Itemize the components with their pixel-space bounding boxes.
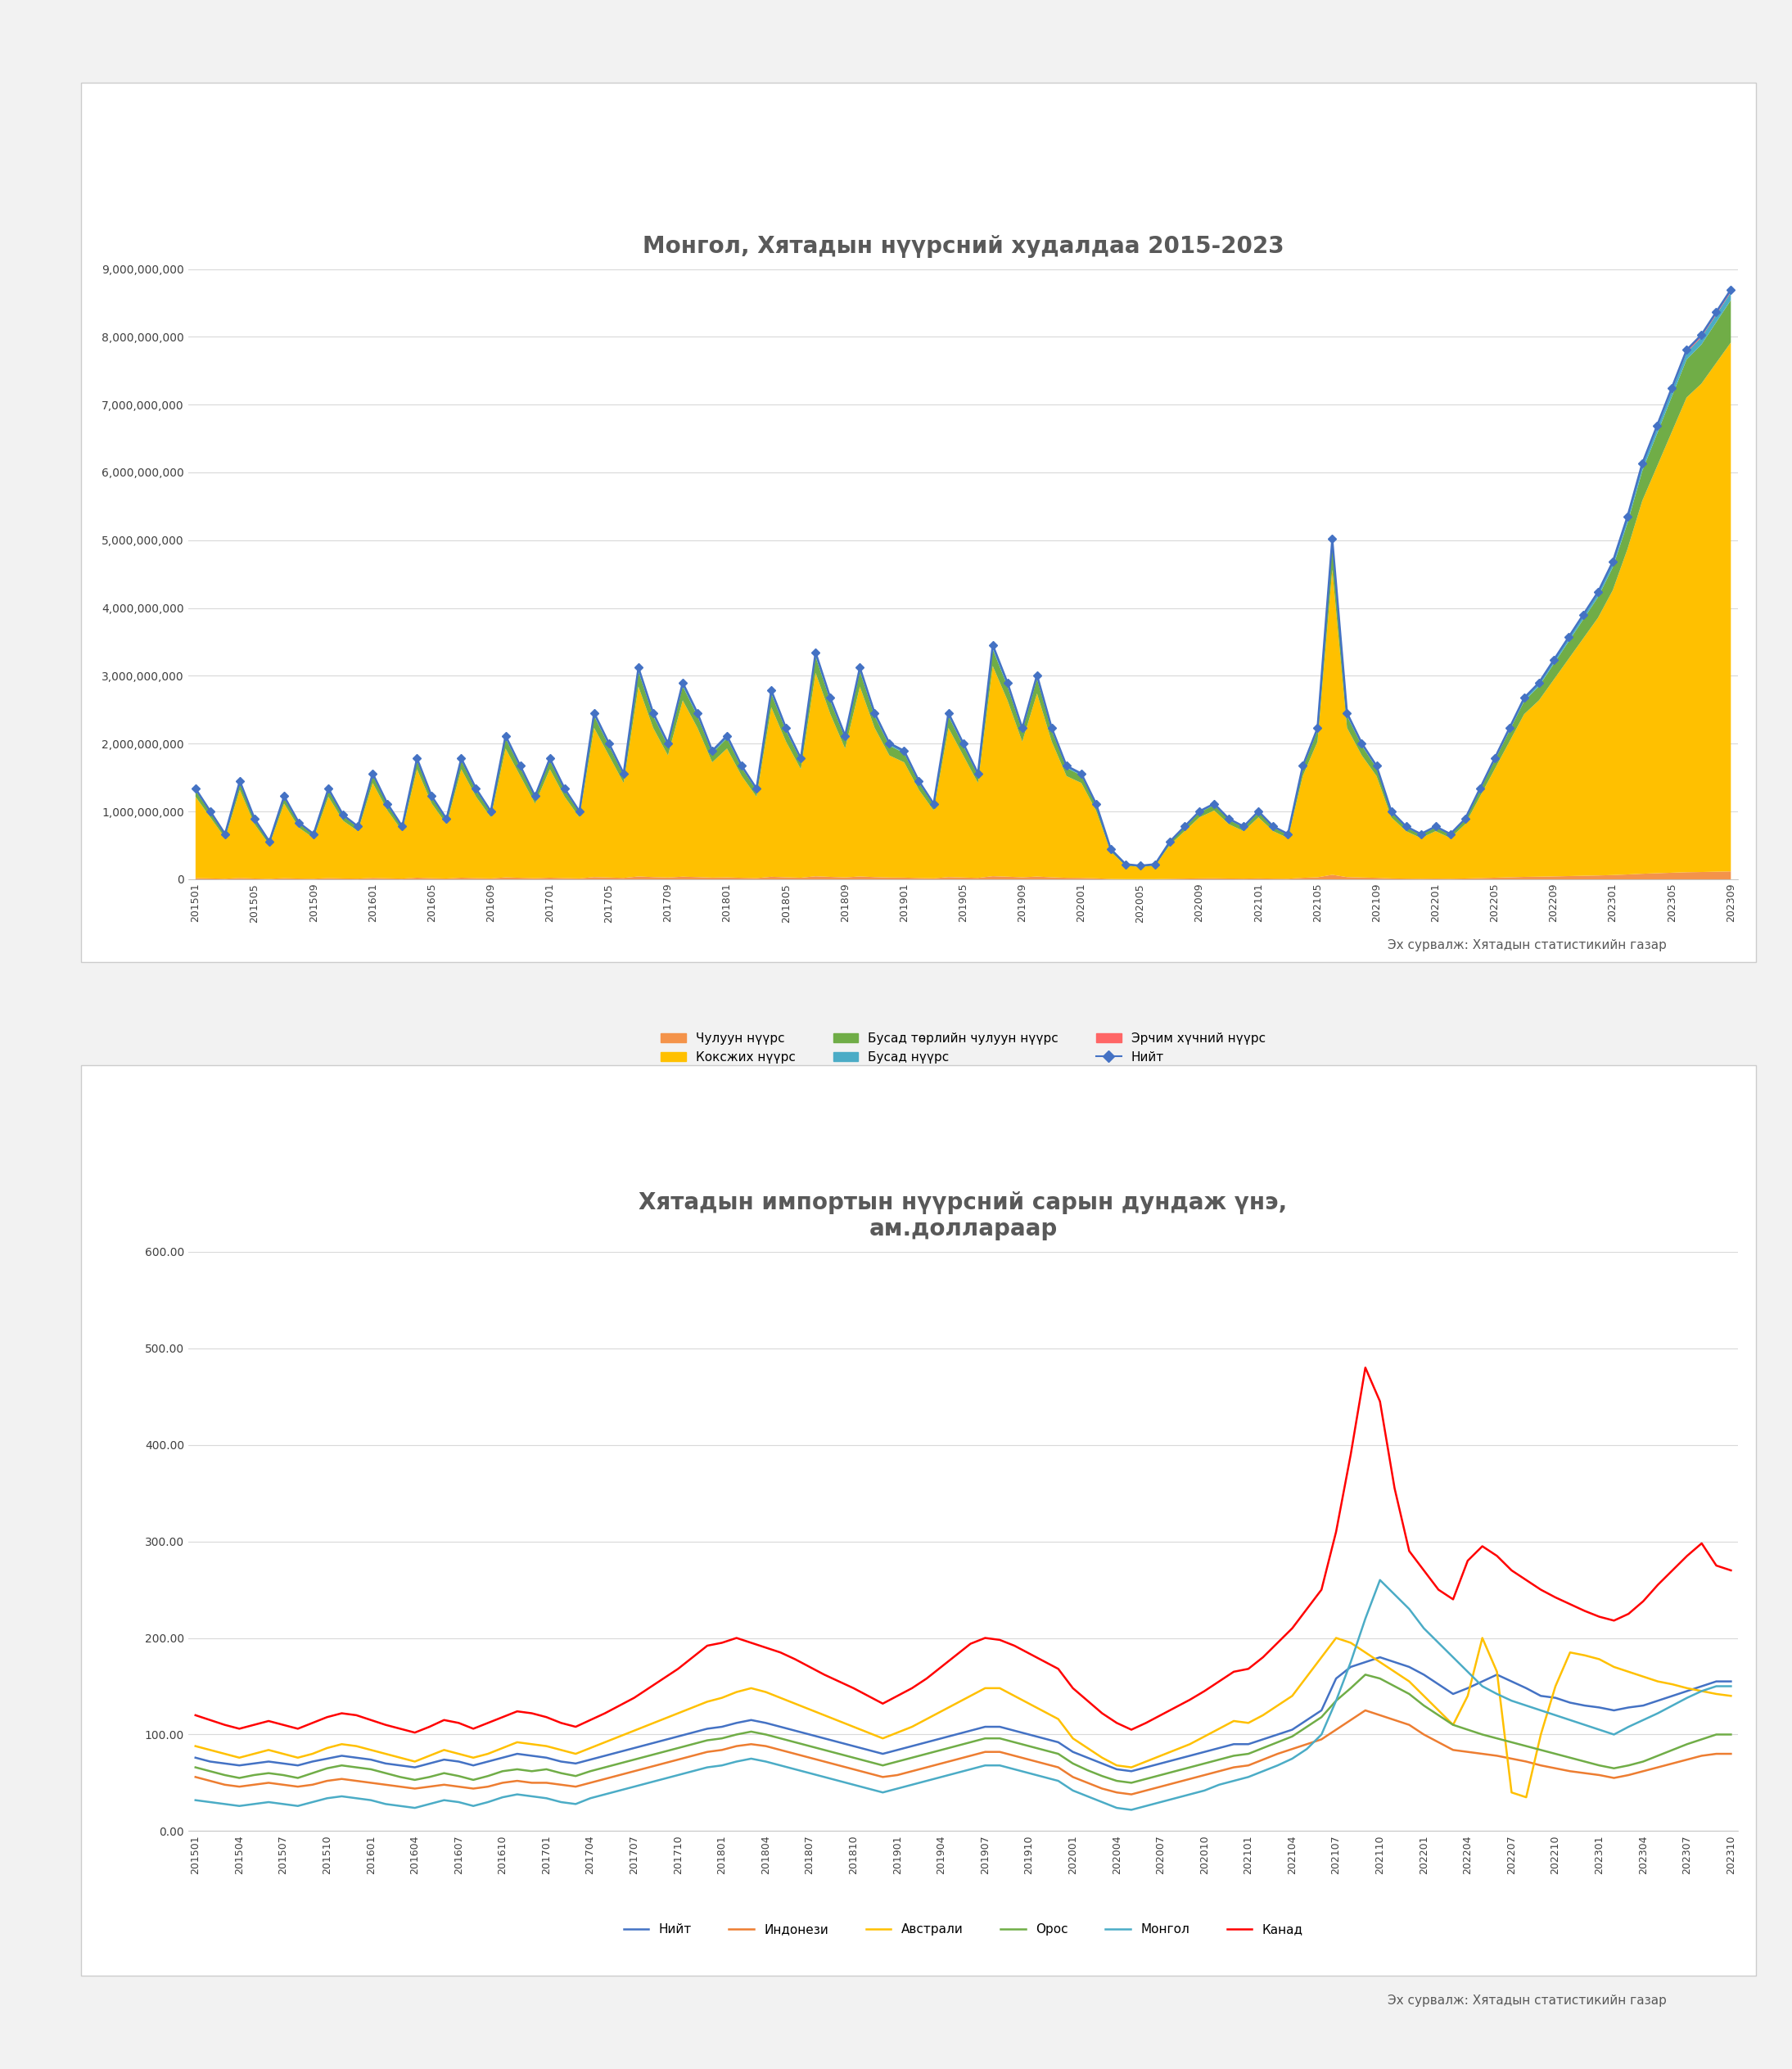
Австрали	[1238, 1711, 1260, 1736]
Монгол	[1120, 1798, 1142, 1823]
Монгол	[1720, 1674, 1742, 1699]
Line: Нийт: Нийт	[195, 1657, 1731, 1771]
Индонези	[1720, 1742, 1742, 1767]
Line: Индонези: Индонези	[195, 1711, 1731, 1794]
Нийт	[229, 1752, 251, 1777]
Legend: Нийт, Индонези, Австрали, Орос, Монгол, Канад: Нийт, Индонези, Австрали, Орос, Монгол, …	[618, 1918, 1308, 1941]
Орос	[1355, 1661, 1376, 1686]
Нийт	[1120, 1759, 1142, 1783]
Орос	[1091, 1763, 1113, 1788]
Монгол	[1253, 1759, 1274, 1783]
Канад	[1106, 1711, 1127, 1736]
Title: Монгол, Хятадын нүүрсний худалдаа 2015-2023: Монгол, Хятадын нүүрсний худалдаа 2015-2…	[643, 236, 1283, 259]
Индонези	[1077, 1771, 1098, 1796]
Австрали	[1091, 1746, 1113, 1771]
Монгол	[1369, 1568, 1391, 1593]
Орос	[1253, 1736, 1274, 1761]
Нийт	[1077, 1746, 1098, 1771]
Канад	[1253, 1645, 1274, 1670]
Нийт	[185, 1746, 206, 1771]
Канад	[1355, 1355, 1376, 1380]
Канад	[1091, 1701, 1113, 1726]
Монгол	[1077, 1783, 1098, 1808]
Индонези	[1091, 1775, 1113, 1800]
Text: Эх сурвалж: Хятадын статистикийн газар: Эх сурвалж: Хятадын статистикийн газар	[1387, 1995, 1667, 2007]
Австрали	[1545, 1674, 1566, 1699]
Индонези	[1120, 1781, 1142, 1806]
Канад	[1193, 1678, 1215, 1703]
Индонези	[1193, 1763, 1215, 1788]
Line: Австрали: Австрали	[195, 1639, 1731, 1798]
Орос	[1077, 1759, 1098, 1783]
Монгол	[229, 1794, 251, 1819]
Line: Монгол: Монгол	[195, 1581, 1731, 1810]
Орос	[1193, 1750, 1215, 1775]
Канад	[1720, 1558, 1742, 1583]
Канад	[185, 1703, 206, 1728]
Орос	[185, 1755, 206, 1779]
Line: Орос: Орос	[195, 1674, 1731, 1783]
Австрали	[185, 1734, 206, 1759]
Индонези	[185, 1765, 206, 1790]
Индонези	[1545, 1757, 1566, 1781]
Орос	[1545, 1742, 1566, 1767]
Австрали	[1720, 1684, 1742, 1709]
Индонези	[1253, 1746, 1274, 1771]
Line: Канад: Канад	[195, 1368, 1731, 1732]
Нийт	[1545, 1686, 1566, 1711]
Австрали	[1179, 1732, 1201, 1757]
Австрали	[229, 1746, 251, 1771]
Канад	[229, 1717, 251, 1742]
Орос	[229, 1765, 251, 1790]
Нийт	[1720, 1670, 1742, 1695]
Австрали	[1516, 1786, 1538, 1810]
Нийт	[1193, 1740, 1215, 1765]
Канад	[403, 1719, 425, 1744]
Орос	[1120, 1771, 1142, 1796]
Нийт	[1369, 1645, 1391, 1670]
Legend: Чулуун нүүрс, Коксжих нүүрс, Бусад төрлийн чулуун нүүрс, Бусад нүүрс, Эрчим хүчн: Чулуун нүүрс, Коксжих нүүрс, Бусад төрли…	[656, 1028, 1271, 1068]
Индонези	[229, 1775, 251, 1800]
Индонези	[1355, 1699, 1376, 1723]
Монгол	[1091, 1790, 1113, 1815]
Канад	[1545, 1585, 1566, 1610]
Title: Хятадын импортын нүүрсний сарын дундаж үнэ,
ам.доллараар: Хятадын импортын нүүрсний сарын дундаж ү…	[640, 1192, 1287, 1241]
Австрали	[1077, 1736, 1098, 1761]
Монгол	[1545, 1703, 1566, 1728]
Нийт	[1253, 1728, 1274, 1752]
Монгол	[1193, 1777, 1215, 1802]
Нийт	[1091, 1750, 1113, 1775]
Австрали	[1326, 1626, 1348, 1651]
Монгол	[185, 1788, 206, 1812]
Орос	[1720, 1721, 1742, 1746]
Text: Эх сурвалж: Хятадын статистикийн газар: Эх сурвалж: Хятадын статистикийн газар	[1387, 939, 1667, 952]
